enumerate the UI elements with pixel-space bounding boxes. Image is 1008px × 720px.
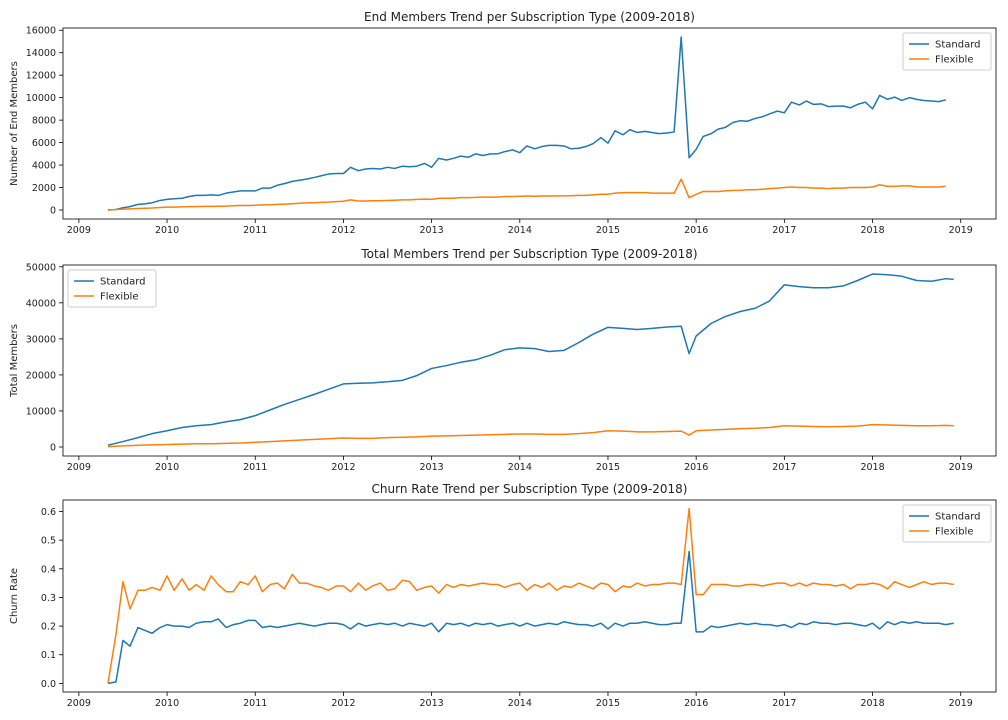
chart-title: Total Members Trend per Subscription Typ… — [360, 247, 697, 261]
series-line-standard — [107, 273, 954, 446]
x-tick-label: 2014 — [508, 462, 532, 473]
x-tick-label: 2019 — [949, 698, 973, 709]
x-tick-label: 2011 — [243, 462, 267, 473]
chart-title: End Members Trend per Subscription Type … — [364, 10, 695, 24]
x-tick-label: 2012 — [331, 462, 355, 473]
y-tick-label: 20000 — [26, 370, 56, 381]
legend: Standard Flexible — [902, 504, 992, 543]
legend-box — [67, 269, 157, 308]
y-tick-label: 10000 — [26, 93, 56, 104]
x-tick-label: 2018 — [860, 225, 884, 236]
total-members-chart: Total Members Trend per Subscription Typ… — [9, 247, 997, 473]
x-tick-label: 2017 — [772, 462, 796, 473]
x-tick-label: 2009 — [67, 462, 91, 473]
series-line-standard — [107, 36, 946, 211]
series-line-flexible — [107, 507, 954, 684]
y-tick-label: 14000 — [26, 48, 56, 59]
x-tick-label: 2014 — [508, 698, 532, 709]
y-axis-label: Total Members — [9, 324, 20, 398]
y-tick-label: 0.3 — [41, 593, 56, 604]
y-tick-label: 16000 — [26, 26, 56, 37]
x-tick-label: 2012 — [331, 225, 355, 236]
legend-label: Standard — [935, 512, 981, 523]
y-tick-label: 0.4 — [41, 564, 56, 575]
y-tick-label: 30000 — [26, 334, 56, 345]
x-tick-label: 2019 — [949, 225, 973, 236]
x-tick-label: 2018 — [860, 462, 884, 473]
plot-frame — [62, 264, 997, 457]
legend-box — [902, 504, 992, 543]
x-tick-label: 2012 — [331, 698, 355, 709]
y-tick-label: 0.6 — [41, 507, 56, 518]
y-tick-label: 0.2 — [41, 622, 56, 633]
x-tick-label: 2014 — [508, 225, 532, 236]
y-tick-label: 4000 — [32, 161, 56, 172]
y-tick-label: 10000 — [26, 406, 56, 417]
x-tick-label: 2011 — [243, 698, 267, 709]
legend-label: Flexible — [100, 292, 138, 303]
x-tick-label: 2017 — [772, 698, 796, 709]
legend-label: Standard — [935, 40, 981, 51]
chart-title: Churn Rate Trend per Subscription Type (… — [372, 482, 688, 496]
x-tick-label: 2013 — [420, 698, 444, 709]
x-tick-label: 2009 — [67, 225, 91, 236]
x-tick-label: 2010 — [155, 462, 179, 473]
x-tick-label: 2009 — [67, 698, 91, 709]
y-tick-label: 8000 — [32, 116, 56, 127]
x-tick-label: 2015 — [596, 225, 620, 236]
x-tick-label: 2013 — [420, 462, 444, 473]
x-tick-label: 2017 — [772, 225, 796, 236]
series-line-flexible — [107, 423, 954, 448]
x-tick-label: 2011 — [243, 225, 267, 236]
y-axis-label: Number of End Members — [9, 61, 20, 186]
legend-box — [902, 32, 992, 71]
y-tick-label: 0 — [50, 442, 56, 453]
legend-label: Standard — [100, 277, 146, 288]
x-tick-label: 2019 — [949, 462, 973, 473]
x-tick-label: 2016 — [684, 698, 708, 709]
x-tick-label: 2010 — [155, 698, 179, 709]
series-line-flexible — [107, 178, 946, 211]
y-tick-label: 50000 — [26, 262, 56, 273]
y-tick-label: 2000 — [32, 183, 56, 194]
legend: Standard Flexible — [902, 32, 992, 71]
x-tick-label: 2015 — [596, 462, 620, 473]
x-tick-label: 2015 — [596, 698, 620, 709]
x-tick-label: 2018 — [860, 698, 884, 709]
churn-rate-chart: Churn Rate Trend per Subscription Type (… — [9, 482, 997, 709]
legend-label: Flexible — [935, 527, 973, 538]
y-tick-label: 0.1 — [41, 650, 56, 661]
x-tick-label: 2013 — [420, 225, 444, 236]
legend-label: Flexible — [935, 55, 973, 66]
y-tick-label: 12000 — [26, 71, 56, 82]
y-tick-label: 0 — [50, 206, 56, 217]
y-tick-label: 0.5 — [41, 536, 56, 547]
plot-frame — [62, 27, 997, 220]
y-axis-label: Churn Rate — [9, 568, 20, 624]
legend: Standard Flexible — [67, 269, 157, 308]
y-tick-label: 0.0 — [41, 679, 56, 690]
series-line-standard — [107, 550, 954, 685]
end-members-chart: End Members Trend per Subscription Type … — [9, 10, 997, 236]
x-tick-label: 2016 — [684, 462, 708, 473]
y-tick-label: 40000 — [26, 298, 56, 309]
y-tick-label: 6000 — [32, 138, 56, 149]
plot-frame — [62, 499, 997, 693]
x-tick-label: 2010 — [155, 225, 179, 236]
x-tick-label: 2016 — [684, 225, 708, 236]
